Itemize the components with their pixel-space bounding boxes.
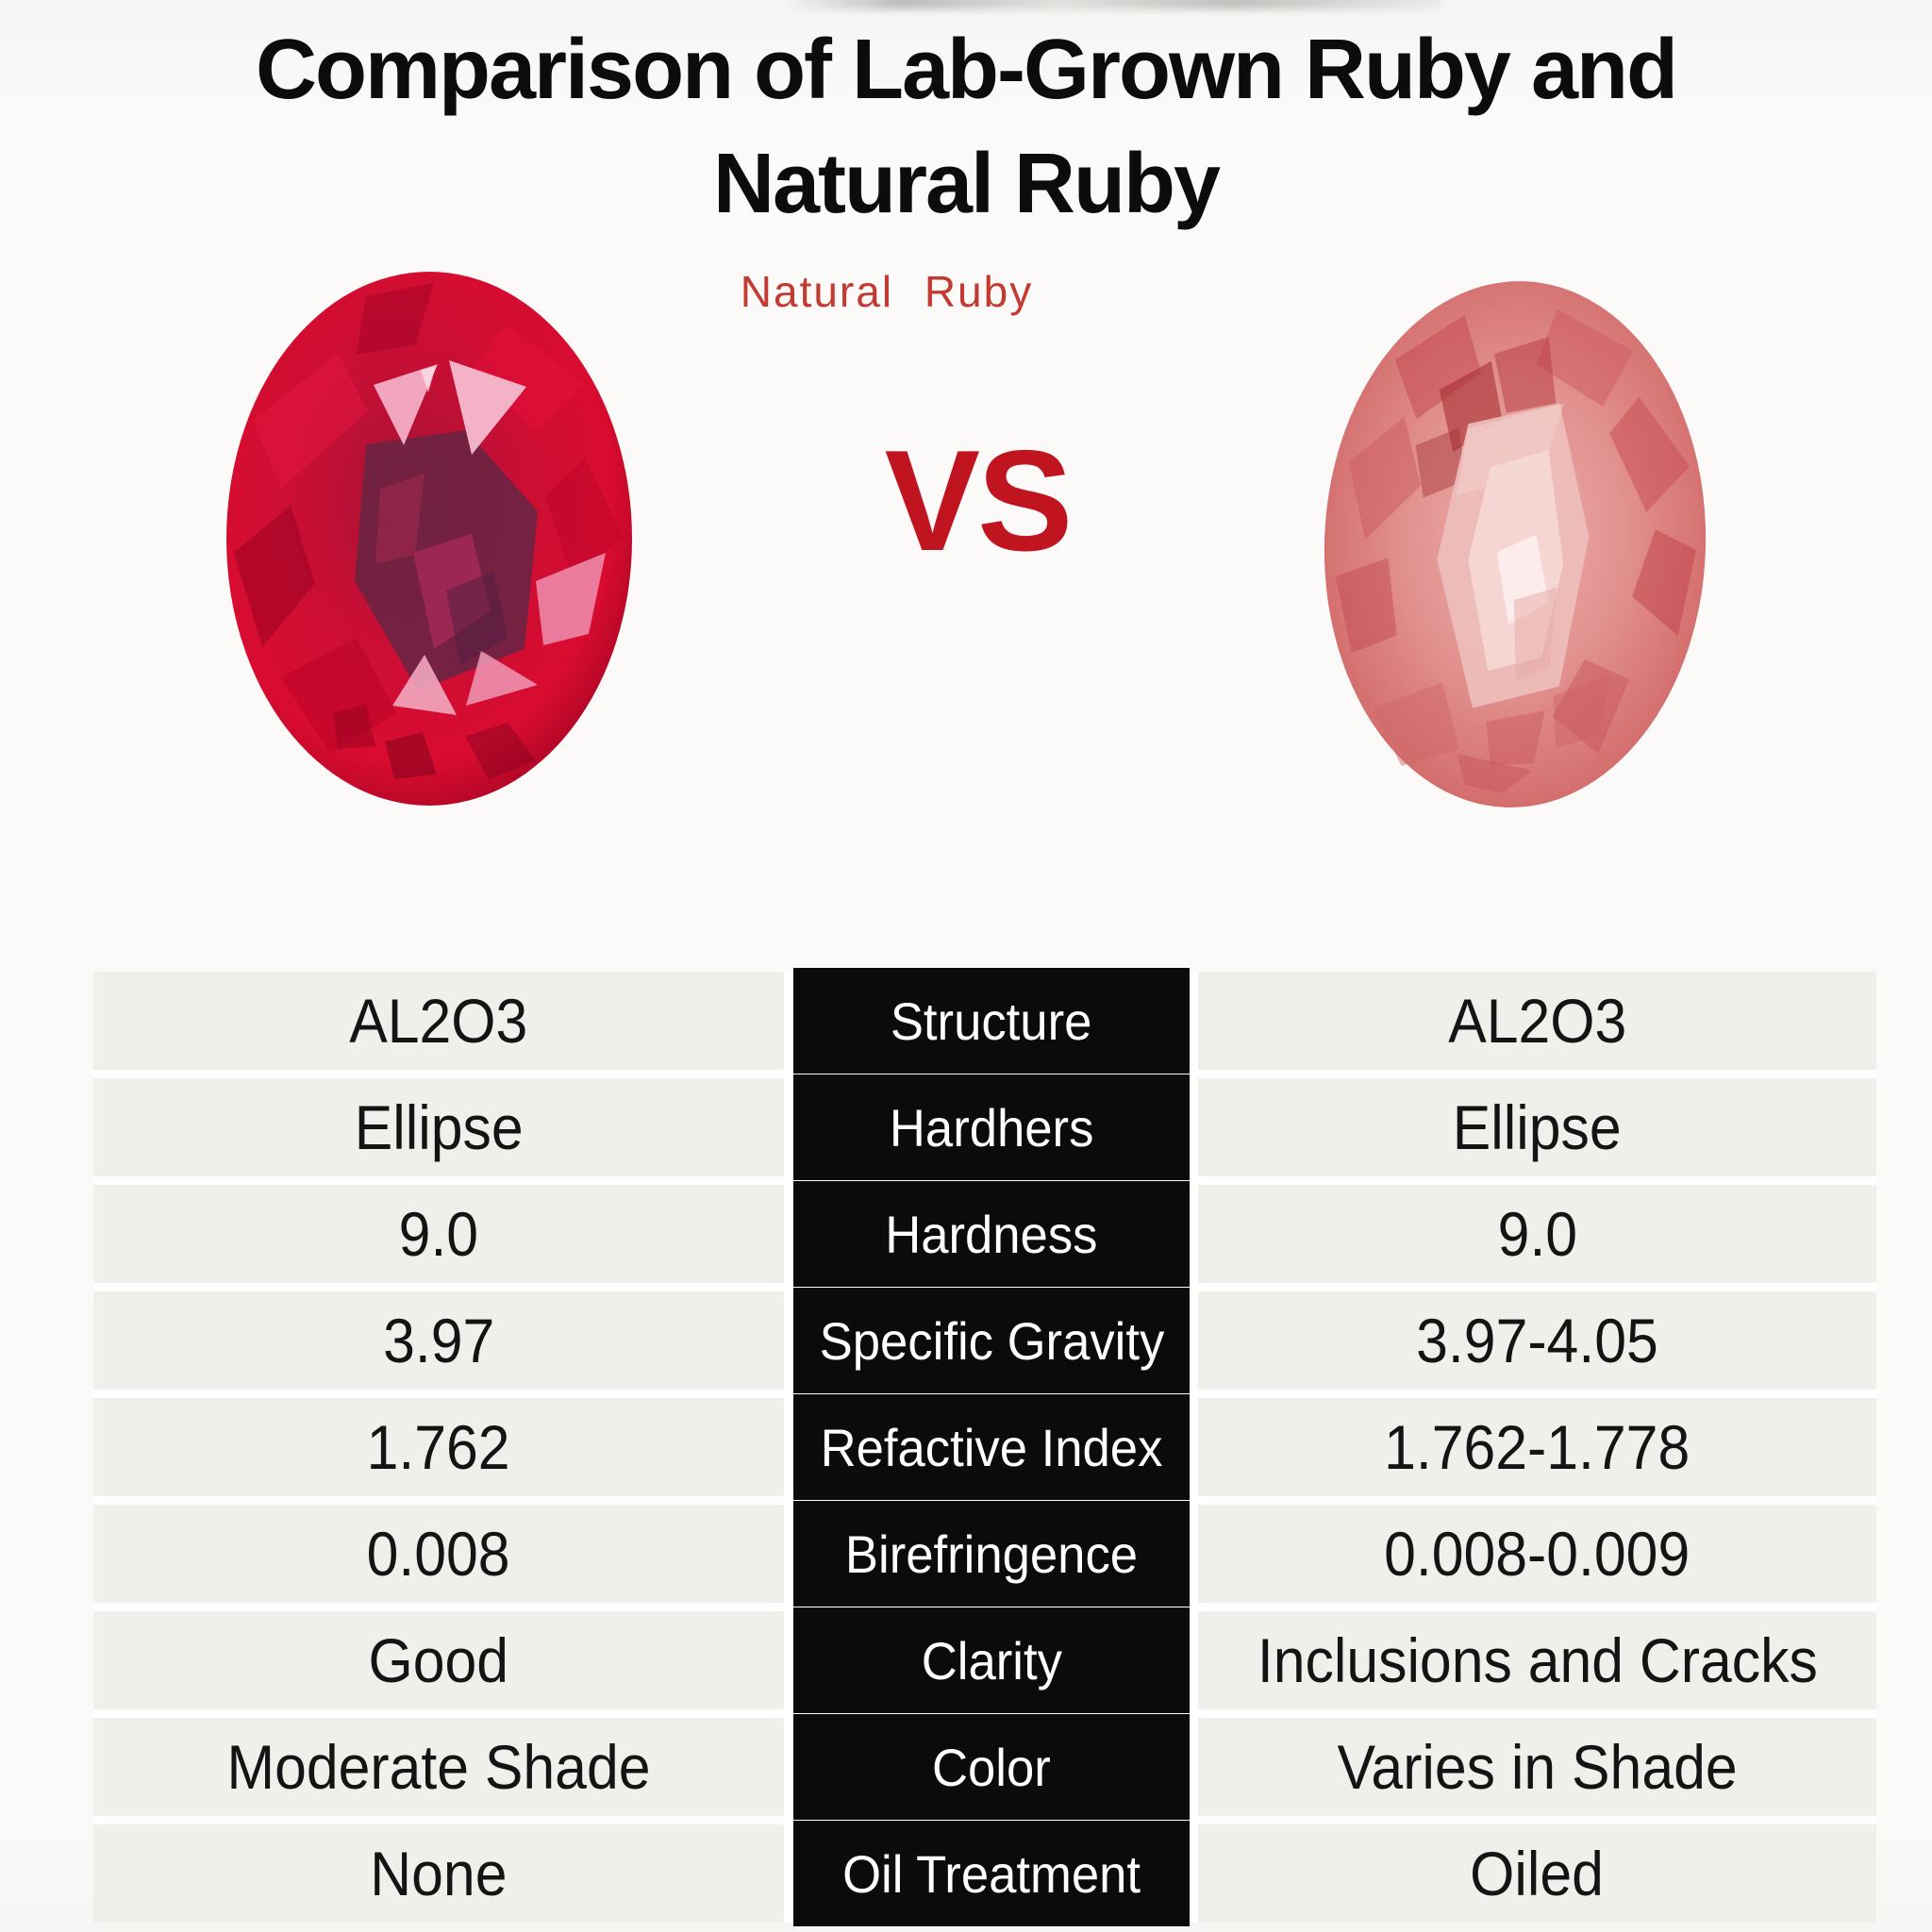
lab-grown-value: AL2O3 bbox=[349, 986, 528, 1056]
natural-ruby-photo bbox=[1324, 281, 1707, 808]
property-box: Color bbox=[793, 1714, 1190, 1820]
natural-value-cell: 0.008-0.009 bbox=[1198, 1505, 1876, 1603]
table-row-oil-treatment: None Oil Treatment Oiled bbox=[93, 1821, 1876, 1926]
lab-grown-value: 1.762 bbox=[367, 1412, 510, 1482]
table-row-hardness: 9.0 Hardness 9.0 bbox=[93, 1181, 1876, 1287]
property-label: Oil Treatment bbox=[842, 1843, 1141, 1904]
comparison-table: AL2O3 Structure AL2O3 Ellipse Hardhers E… bbox=[93, 968, 1876, 1926]
property-box: Oil Treatment bbox=[793, 1821, 1190, 1926]
property-box: Refactive Index bbox=[793, 1394, 1190, 1500]
property-box: Clarity bbox=[793, 1607, 1190, 1713]
page-title-line2: Natural Ruby bbox=[712, 136, 1221, 231]
lab-grown-value: 9.0 bbox=[398, 1199, 479, 1269]
natural-value: 0.008-0.009 bbox=[1384, 1519, 1690, 1589]
natural-value: Oiled bbox=[1470, 1839, 1605, 1908]
natural-value-cell: 3.97-4.05 bbox=[1198, 1291, 1876, 1390]
vs-label: VS bbox=[884, 421, 1074, 581]
table-row-birefringence: 0.008 Birefringence 0.008-0.009 bbox=[93, 1501, 1876, 1607]
lab-grown-value-cell: None bbox=[93, 1824, 784, 1923]
lab-grown-value: Ellipse bbox=[354, 1092, 524, 1162]
lab-grown-value: Good bbox=[368, 1625, 509, 1695]
natural-value-cell: 1.762-1.778 bbox=[1198, 1398, 1876, 1496]
natural-ruby-label: Natural Ruby bbox=[740, 267, 1034, 316]
table-row-refactive-index: 1.762 Refactive Index 1.762-1.778 bbox=[93, 1394, 1876, 1500]
property-label: Hardness bbox=[885, 1204, 1098, 1264]
table-row-structure: AL2O3 Structure AL2O3 bbox=[93, 968, 1876, 1074]
page-title-line1: Comparison of Lab-Grown Ruby and bbox=[256, 23, 1678, 117]
table-row-specific-gravity: 3.97 Specific Gravity 3.97-4.05 bbox=[93, 1288, 1876, 1393]
cropped-text-remnant bbox=[783, 0, 1443, 9]
natural-value: 1.762-1.778 bbox=[1384, 1412, 1690, 1482]
lab-grown-value-cell: 9.0 bbox=[93, 1185, 784, 1283]
natural-value-cell: 9.0 bbox=[1198, 1185, 1876, 1283]
table-row-clarity: Good Clarity Inclusions and Cracks bbox=[93, 1607, 1876, 1713]
lab-grown-value-cell: 0.008 bbox=[93, 1505, 784, 1603]
property-label: Hardhers bbox=[889, 1097, 1094, 1158]
lab-grown-value-cell: Moderate Shade bbox=[93, 1718, 784, 1816]
lab-grown-value: 3.97 bbox=[382, 1306, 495, 1375]
property-label: Specific Gravity bbox=[819, 1310, 1164, 1371]
property-box: Birefringence bbox=[793, 1501, 1190, 1607]
lab-grown-ruby-photo bbox=[226, 272, 632, 806]
natural-value-cell: AL2O3 bbox=[1198, 972, 1876, 1070]
lab-grown-value-cell: Good bbox=[93, 1611, 784, 1709]
natural-value-cell: Ellipse bbox=[1198, 1078, 1876, 1176]
lab-grown-value: Moderate Shade bbox=[226, 1732, 651, 1802]
property-box: Hardhers bbox=[793, 1074, 1190, 1180]
natural-value: Inclusions and Cracks bbox=[1257, 1625, 1818, 1695]
lab-grown-value: None bbox=[370, 1839, 508, 1908]
natural-value: 9.0 bbox=[1497, 1199, 1577, 1269]
page-title: Comparison of Lab-Grown Ruby and Natural… bbox=[0, 13, 1932, 241]
table-row-hardhers: Ellipse Hardhers Ellipse bbox=[93, 1074, 1876, 1180]
property-label: Structure bbox=[891, 991, 1092, 1051]
natural-value-cell: Oiled bbox=[1198, 1824, 1876, 1923]
lab-grown-value-cell: Ellipse bbox=[93, 1078, 784, 1176]
natural-value-cell: Inclusions and Cracks bbox=[1198, 1611, 1876, 1709]
lab-grown-value-cell: 1.762 bbox=[93, 1398, 784, 1496]
property-box: Structure bbox=[793, 968, 1190, 1074]
natural-value: Ellipse bbox=[1453, 1092, 1622, 1162]
natural-value-cell: Varies in Shade bbox=[1198, 1718, 1876, 1816]
property-box: Hardness bbox=[793, 1181, 1190, 1287]
property-label: Color bbox=[932, 1737, 1051, 1797]
natural-value: 3.97-4.05 bbox=[1416, 1306, 1658, 1375]
lab-grown-value-cell: 3.97 bbox=[93, 1291, 784, 1390]
table-row-color: Moderate Shade Color Varies in Shade bbox=[93, 1714, 1876, 1820]
property-box: Specific Gravity bbox=[793, 1288, 1190, 1393]
natural-value: Varies in Shade bbox=[1337, 1732, 1738, 1802]
property-label: Refactive Index bbox=[820, 1417, 1163, 1477]
lab-grown-value: 0.008 bbox=[367, 1519, 510, 1589]
lab-grown-value-cell: AL2O3 bbox=[93, 972, 784, 1070]
property-label: Birefringence bbox=[844, 1524, 1139, 1584]
property-label: Clarity bbox=[921, 1630, 1062, 1690]
natural-value: AL2O3 bbox=[1447, 986, 1627, 1056]
